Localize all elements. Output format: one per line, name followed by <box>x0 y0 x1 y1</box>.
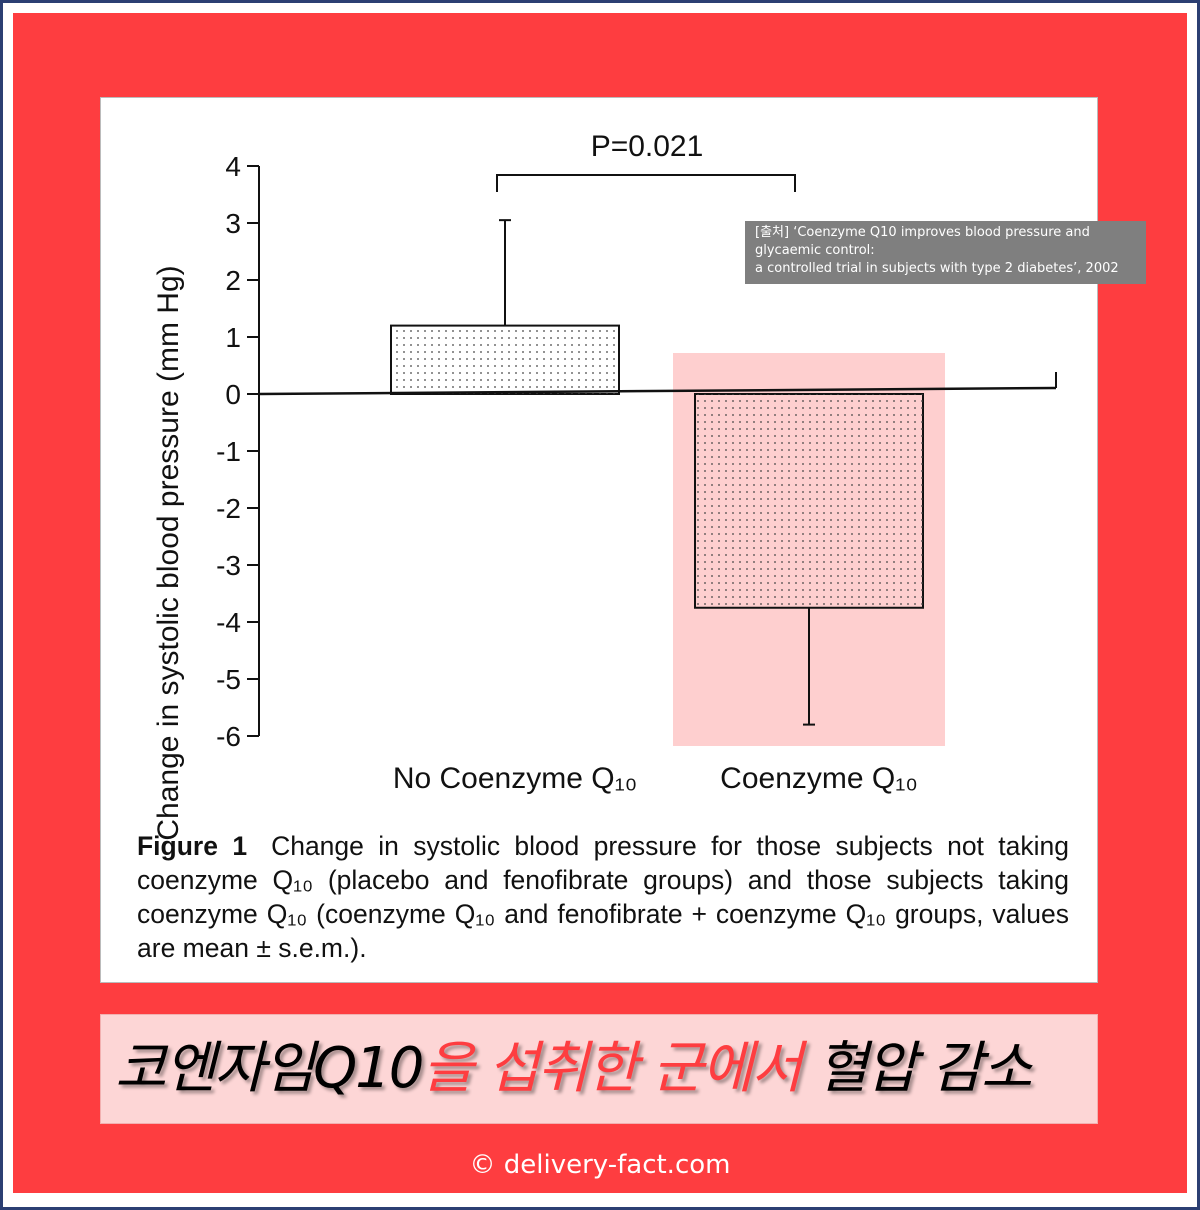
figure-panel: 4 3 2 1 0 -1 -2 -3 -4 -5 -6 No Coenzyme Q₁₀ Coenzyme… <box>100 97 1146 983</box>
bar-dot-pattern <box>391 325 619 394</box>
y-tick-label: -6 <box>216 721 241 752</box>
banner-part-2: 을 섭취한 군에서 <box>422 1036 802 1101</box>
source-note: [출처] ‘Coenzyme Q10 improves blood pressu… <box>745 221 1146 284</box>
y-tick-label: -2 <box>216 493 241 524</box>
y-tick-label: 3 <box>225 208 241 239</box>
y-tick-label: 2 <box>225 265 241 296</box>
y-tick-label: -3 <box>216 550 241 581</box>
y-tick-label: 0 <box>225 379 241 410</box>
y-tick-label: -4 <box>216 607 241 638</box>
figure-caption: Figure 1 Change in systolic blood pressur… <box>137 829 1069 965</box>
significance-bracket <box>496 174 796 192</box>
caption-label: Figure 1 <box>137 831 248 861</box>
banner-part-3: 혈압 감소 <box>800 1036 1032 1101</box>
bar-dot-pattern <box>695 394 923 608</box>
y-tick-label: 4 <box>225 151 241 182</box>
p-value-annotation: P=0.021 <box>591 130 704 163</box>
y-tick-label: -1 <box>216 436 241 467</box>
category-label: Coenzyme Q₁₀ <box>720 762 918 795</box>
category-label: No Coenzyme Q₁₀ <box>393 762 637 795</box>
bar-chart: 4 3 2 1 0 -1 -2 -3 -4 -5 -6 No Coenzyme Q₁₀ Coenzyme… <box>152 130 1057 841</box>
zero-line <box>258 386 1057 396</box>
source-line: [출처] ‘Coenzyme Q10 improves blood pressu… <box>755 225 1090 240</box>
credit-link[interactable]: © delivery-fact.com <box>469 1150 731 1180</box>
source-line: glycaemic control: <box>755 243 875 258</box>
y-axis-label: Change in systolic blood pressure (mm Hg… <box>152 265 185 840</box>
caption-text: Change in systolic blood pressure for th… <box>137 831 1069 963</box>
headline-banner: 코엔자임Q10을 섭취한 군에서 혈압 감소 <box>100 1014 1098 1124</box>
y-tick-label: -5 <box>216 664 241 695</box>
banner-part-1: 코엔자임Q10 <box>115 1036 424 1101</box>
y-tick-label: 1 <box>225 322 241 353</box>
source-line: a controlled trial in subjects with type… <box>755 261 1119 276</box>
